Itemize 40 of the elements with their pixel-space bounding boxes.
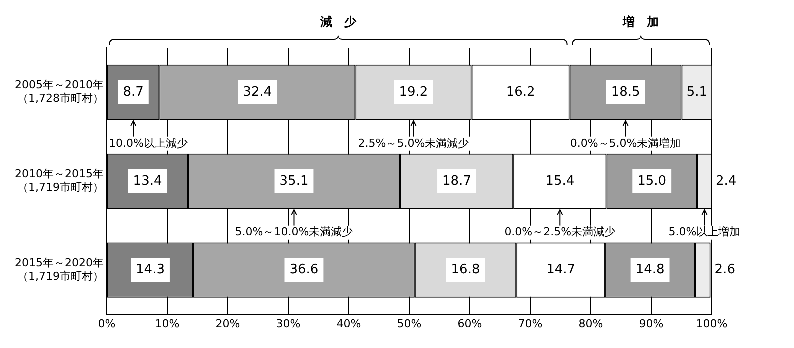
- data-label: 18.7: [442, 174, 472, 189]
- data-label: 32.4: [243, 84, 272, 100]
- x-tick-label: 30%: [276, 317, 301, 330]
- y-tick-label: 2015年～2020年（1,719市町村）: [14, 256, 104, 283]
- y-tick-label: 2005年～2010年（1,728市町村）: [14, 78, 104, 105]
- data-label: 15.0: [638, 174, 667, 189]
- y-tick-label: 2010年～2015年（1,719市町村）: [14, 168, 104, 194]
- series-label: 0.0%～5.0%未満増加: [570, 136, 682, 150]
- series-label: 10.0%以上減少: [108, 136, 188, 150]
- text: 減 少: [319, 15, 358, 30]
- data-label: 14.7: [546, 262, 576, 278]
- data-label: 8.7: [123, 84, 144, 100]
- x-tick-label: 20%: [216, 317, 240, 330]
- data-label: 5.1: [686, 84, 708, 100]
- x-tick-label: 0%: [98, 317, 116, 330]
- x-tick-label: 90%: [639, 317, 664, 330]
- x-tick-label: 10%: [155, 317, 180, 330]
- series-label: 2.5%～5.0%未満減少: [358, 136, 470, 150]
- data-label: 2.4: [716, 174, 737, 189]
- x-tick-label: 50%: [397, 317, 422, 330]
- data-label: 14.8: [636, 262, 665, 278]
- data-label: 2.6: [714, 262, 736, 278]
- data-label: 16.2: [506, 84, 536, 100]
- x-tick-label: 100%: [696, 317, 728, 330]
- series-label: 5.0%以上増加: [668, 226, 741, 239]
- data-label: 35.1: [280, 174, 309, 189]
- series-label: 5.0%～10.0%未満減少: [235, 226, 354, 239]
- x-tick-label: 70%: [518, 317, 543, 330]
- series-label: 0.0%～2.5%未満減少: [504, 226, 616, 239]
- data-label: 13.4: [133, 174, 162, 189]
- text: 増 加: [622, 15, 659, 30]
- x-tick-label: 60%: [458, 317, 482, 330]
- x-tick-label: 40%: [336, 317, 362, 330]
- data-label: 14.3: [136, 262, 165, 278]
- data-label: 15.4: [546, 174, 575, 189]
- data-label: 36.6: [290, 262, 319, 278]
- data-label: 16.8: [451, 262, 480, 278]
- x-tick-label: 80%: [578, 317, 604, 330]
- data-label: 18.5: [611, 84, 640, 100]
- data-label: 19.2: [399, 84, 428, 100]
